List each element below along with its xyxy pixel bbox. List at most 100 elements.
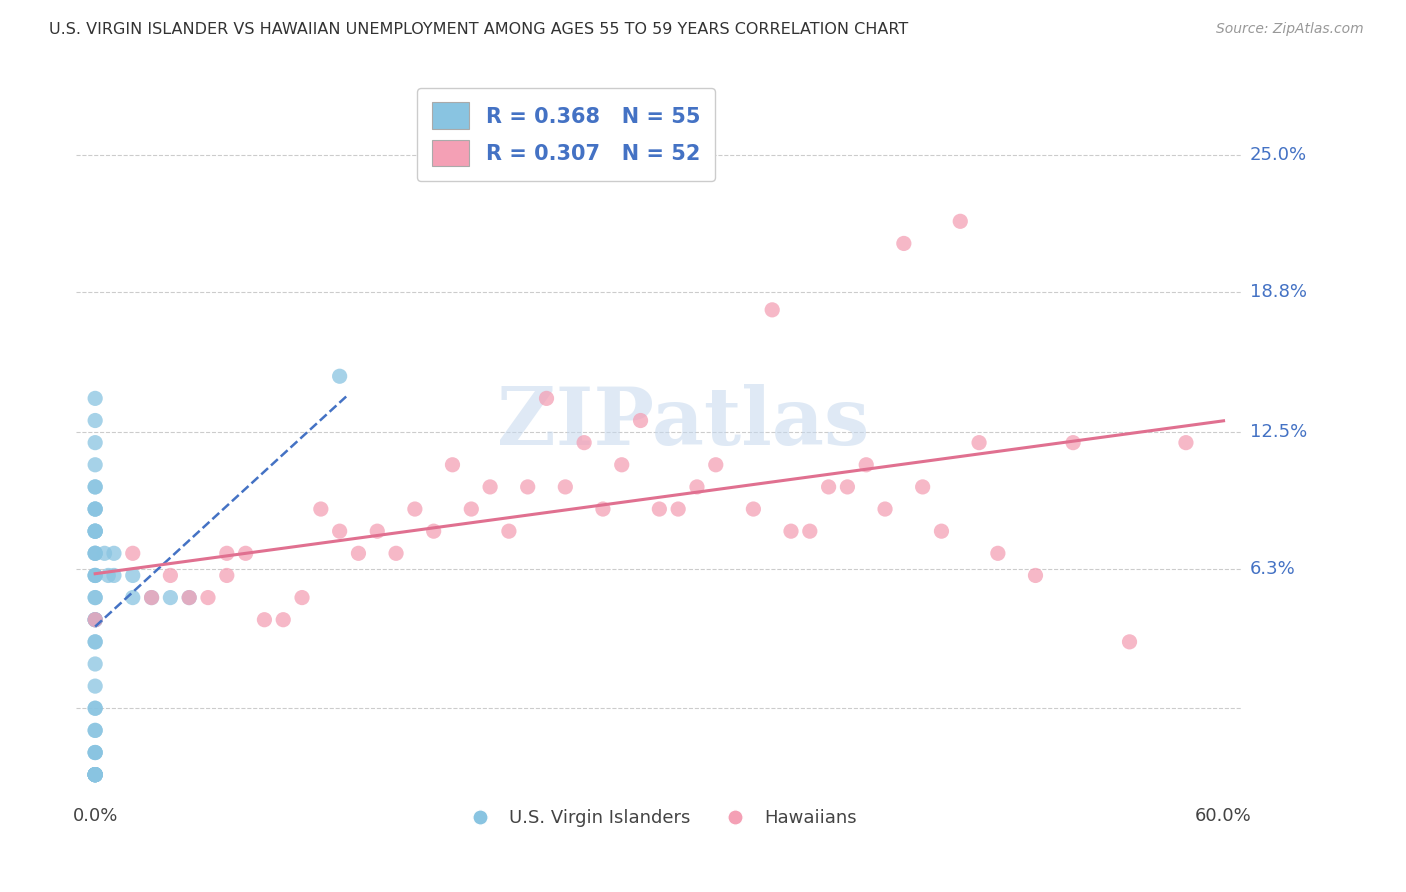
Point [911,480,934,494]
Point [404,502,426,516]
Legend: U.S. Virgin Islanders, Hawaiians: U.S. Virgin Islanders, Hawaiians [454,802,865,835]
Point [84,767,107,781]
Point [817,480,839,494]
Point [84,613,107,627]
Point [271,613,294,627]
Point [84,767,107,781]
Point [516,480,538,494]
Point [742,502,765,516]
Point [103,546,125,560]
Point [498,524,520,538]
Point [84,546,107,560]
Text: 6.3%: 6.3% [1250,560,1296,578]
Point [84,613,107,627]
Point [309,502,332,516]
Point [84,392,107,406]
Point [479,480,502,494]
Point [235,546,257,560]
Point [197,591,219,605]
Point [329,524,352,538]
Text: 25.0%: 25.0% [1250,146,1308,164]
Point [159,568,181,582]
Point [422,524,444,538]
Point [84,657,107,671]
Point [855,458,877,472]
Point [572,435,595,450]
Point [441,458,464,472]
Point [987,546,1010,560]
Point [84,524,107,538]
Point [630,413,652,427]
Point [84,723,107,738]
Point [121,591,143,605]
Point [84,701,107,715]
Text: Source: ZipAtlas.com: Source: ZipAtlas.com [1216,22,1364,37]
Text: U.S. VIRGIN ISLANDER VS HAWAIIAN UNEMPLOYMENT AMONG AGES 55 TO 59 YEARS CORRELAT: U.S. VIRGIN ISLANDER VS HAWAIIAN UNEMPLO… [49,22,908,37]
Point [84,480,107,494]
Point [1118,635,1140,649]
Point [460,502,482,516]
Point [84,679,107,693]
Point [84,546,107,560]
Point [84,435,107,450]
Point [179,591,201,605]
Point [84,591,107,605]
Point [84,767,107,781]
Point [610,458,633,472]
Point [873,502,896,516]
Point [84,701,107,715]
Point [84,458,107,472]
Point [84,767,107,781]
Point [931,524,953,538]
Point [84,502,107,516]
Point [554,480,576,494]
Point [84,524,107,538]
Point [536,392,558,406]
Point [159,591,181,605]
Point [666,502,689,516]
Point [84,591,107,605]
Point [592,502,614,516]
Point [949,214,972,228]
Point [84,767,107,781]
Point [84,635,107,649]
Point [93,546,115,560]
Point [84,767,107,781]
Point [84,746,107,760]
Point [686,480,709,494]
Point [84,568,107,582]
Point [704,458,727,472]
Point [1024,568,1046,582]
Point [84,524,107,538]
Point [329,369,352,384]
Point [97,568,120,582]
Point [84,568,107,582]
Point [837,480,859,494]
Point [103,568,125,582]
Point [84,546,107,560]
Point [84,746,107,760]
Point [84,767,107,781]
Point [84,502,107,516]
Point [84,480,107,494]
Point [84,746,107,760]
Text: 18.8%: 18.8% [1250,283,1308,301]
Point [1174,435,1197,450]
Point [84,413,107,427]
Point [121,568,143,582]
Point [84,635,107,649]
Point [761,302,783,317]
Text: 12.5%: 12.5% [1250,423,1308,441]
Point [648,502,671,516]
Point [84,502,107,516]
Point [347,546,370,560]
Point [215,546,238,560]
Point [84,723,107,738]
Point [84,767,107,781]
Text: ZIPatlas: ZIPatlas [496,384,869,462]
Point [84,524,107,538]
Point [84,767,107,781]
Point [366,524,388,538]
Point [84,613,107,627]
Point [84,767,107,781]
